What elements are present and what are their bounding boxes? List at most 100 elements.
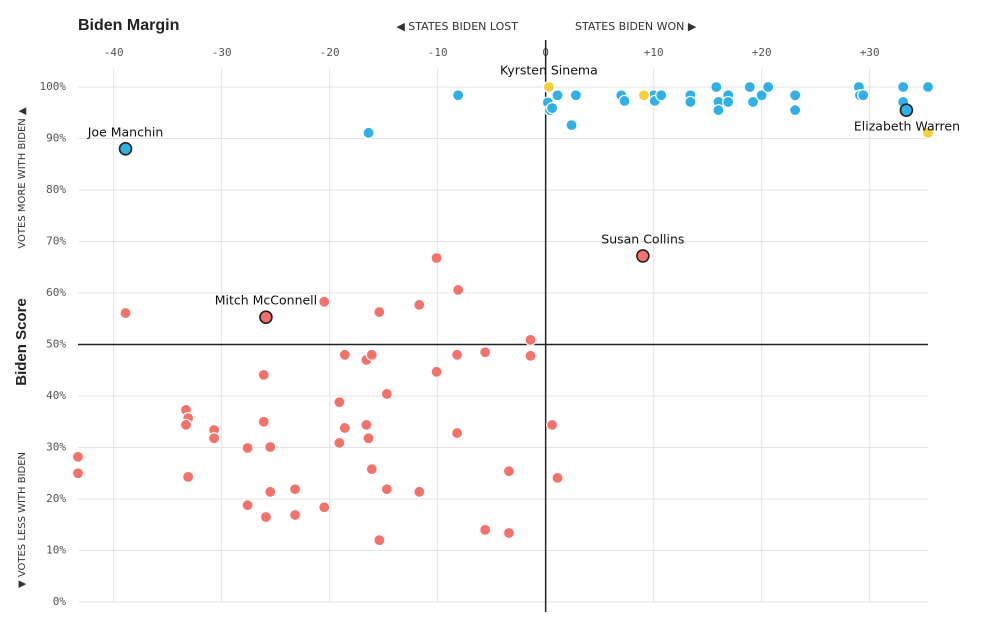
point bbox=[921, 126, 935, 139]
x-tick-label: -10 bbox=[428, 46, 448, 59]
highlight-point bbox=[899, 103, 914, 117]
point bbox=[524, 333, 537, 346]
point bbox=[71, 450, 85, 463]
y-tick-label: 0% bbox=[53, 595, 67, 608]
highlight-point bbox=[542, 80, 556, 94]
right-note: STATES BIDEN WON ▶ bbox=[575, 20, 697, 33]
annotation-label: Susan Collins bbox=[601, 231, 684, 246]
point bbox=[655, 89, 668, 102]
point bbox=[360, 418, 373, 431]
point bbox=[380, 483, 393, 496]
x-tick-label: +20 bbox=[752, 46, 772, 59]
point bbox=[430, 365, 443, 378]
point bbox=[546, 102, 559, 115]
point bbox=[338, 421, 351, 435]
point bbox=[413, 298, 426, 311]
y-tick-label: 10% bbox=[46, 544, 66, 557]
x-tick-label: -40 bbox=[104, 46, 124, 59]
left-note: ◀ STATES BIDEN LOST bbox=[396, 20, 518, 33]
point bbox=[179, 418, 193, 431]
y-tick-label: 80% bbox=[46, 183, 66, 196]
annotation-label: Joe Manchin bbox=[87, 124, 164, 139]
point bbox=[373, 534, 386, 547]
point bbox=[365, 348, 378, 361]
y-tick-label: 60% bbox=[46, 286, 66, 299]
y-tick-label: 70% bbox=[46, 235, 66, 248]
point bbox=[450, 348, 464, 361]
point bbox=[365, 463, 378, 476]
point bbox=[618, 94, 631, 108]
point bbox=[241, 441, 254, 455]
point bbox=[789, 89, 802, 102]
point bbox=[546, 418, 559, 431]
y-tick-label: 30% bbox=[46, 441, 66, 454]
x-tick-label: +10 bbox=[644, 46, 664, 59]
point bbox=[743, 80, 756, 94]
point bbox=[333, 436, 346, 449]
y-axis-title: Biden Score bbox=[13, 298, 30, 386]
point bbox=[452, 89, 465, 102]
point bbox=[257, 415, 270, 428]
x-tick-label: -30 bbox=[212, 46, 232, 59]
point bbox=[288, 483, 302, 496]
point bbox=[362, 432, 375, 445]
point bbox=[333, 396, 346, 409]
point bbox=[722, 95, 735, 109]
point bbox=[318, 295, 331, 308]
point bbox=[479, 523, 492, 537]
point bbox=[71, 467, 85, 480]
point bbox=[259, 510, 273, 524]
point bbox=[452, 283, 465, 297]
point bbox=[318, 501, 331, 514]
point bbox=[373, 305, 386, 319]
point bbox=[551, 471, 564, 484]
point bbox=[502, 526, 516, 540]
point bbox=[524, 349, 537, 362]
upper-note: VOTES MORE WITH BIDEN ▲ bbox=[17, 107, 28, 249]
point bbox=[857, 89, 870, 102]
point bbox=[430, 251, 443, 265]
point bbox=[921, 80, 935, 94]
point bbox=[762, 80, 775, 94]
annotation-label: Elizabeth Warren bbox=[854, 119, 960, 134]
y-tick-label: 50% bbox=[46, 338, 66, 351]
point bbox=[479, 346, 492, 359]
point bbox=[413, 485, 426, 498]
chart-title: Biden Margin bbox=[78, 17, 179, 34]
point bbox=[565, 119, 578, 132]
y-tick-label: 90% bbox=[46, 132, 66, 145]
point bbox=[710, 80, 723, 94]
y-tick-label: 100% bbox=[40, 80, 67, 93]
point bbox=[712, 104, 725, 117]
point bbox=[897, 80, 910, 94]
lower-note: ▼ VOTES LESS WITH BIDEN bbox=[17, 452, 28, 588]
x-tick-label: -20 bbox=[320, 46, 340, 59]
point bbox=[257, 368, 270, 381]
point bbox=[746, 95, 760, 109]
point bbox=[569, 89, 583, 102]
point bbox=[264, 440, 277, 454]
point bbox=[637, 89, 651, 102]
point bbox=[755, 89, 768, 102]
point bbox=[789, 104, 802, 117]
point bbox=[241, 499, 254, 512]
point bbox=[362, 126, 375, 139]
y-tick-label: 20% bbox=[46, 492, 66, 505]
highlight-point bbox=[118, 142, 133, 156]
point bbox=[338, 348, 351, 361]
point bbox=[264, 485, 277, 498]
point bbox=[380, 387, 393, 401]
annotation-label: Kyrsten Sinema bbox=[500, 63, 598, 78]
x-tick-label: +30 bbox=[860, 46, 880, 59]
point bbox=[119, 306, 132, 320]
point bbox=[551, 89, 564, 102]
point bbox=[502, 465, 516, 478]
highlight-point bbox=[636, 249, 650, 263]
point bbox=[182, 470, 195, 483]
point bbox=[288, 508, 302, 522]
annotation-label: Mitch McConnell bbox=[215, 293, 317, 308]
point bbox=[684, 95, 697, 109]
point bbox=[450, 426, 464, 440]
y-tick-label: 40% bbox=[46, 389, 66, 402]
point bbox=[207, 432, 221, 445]
